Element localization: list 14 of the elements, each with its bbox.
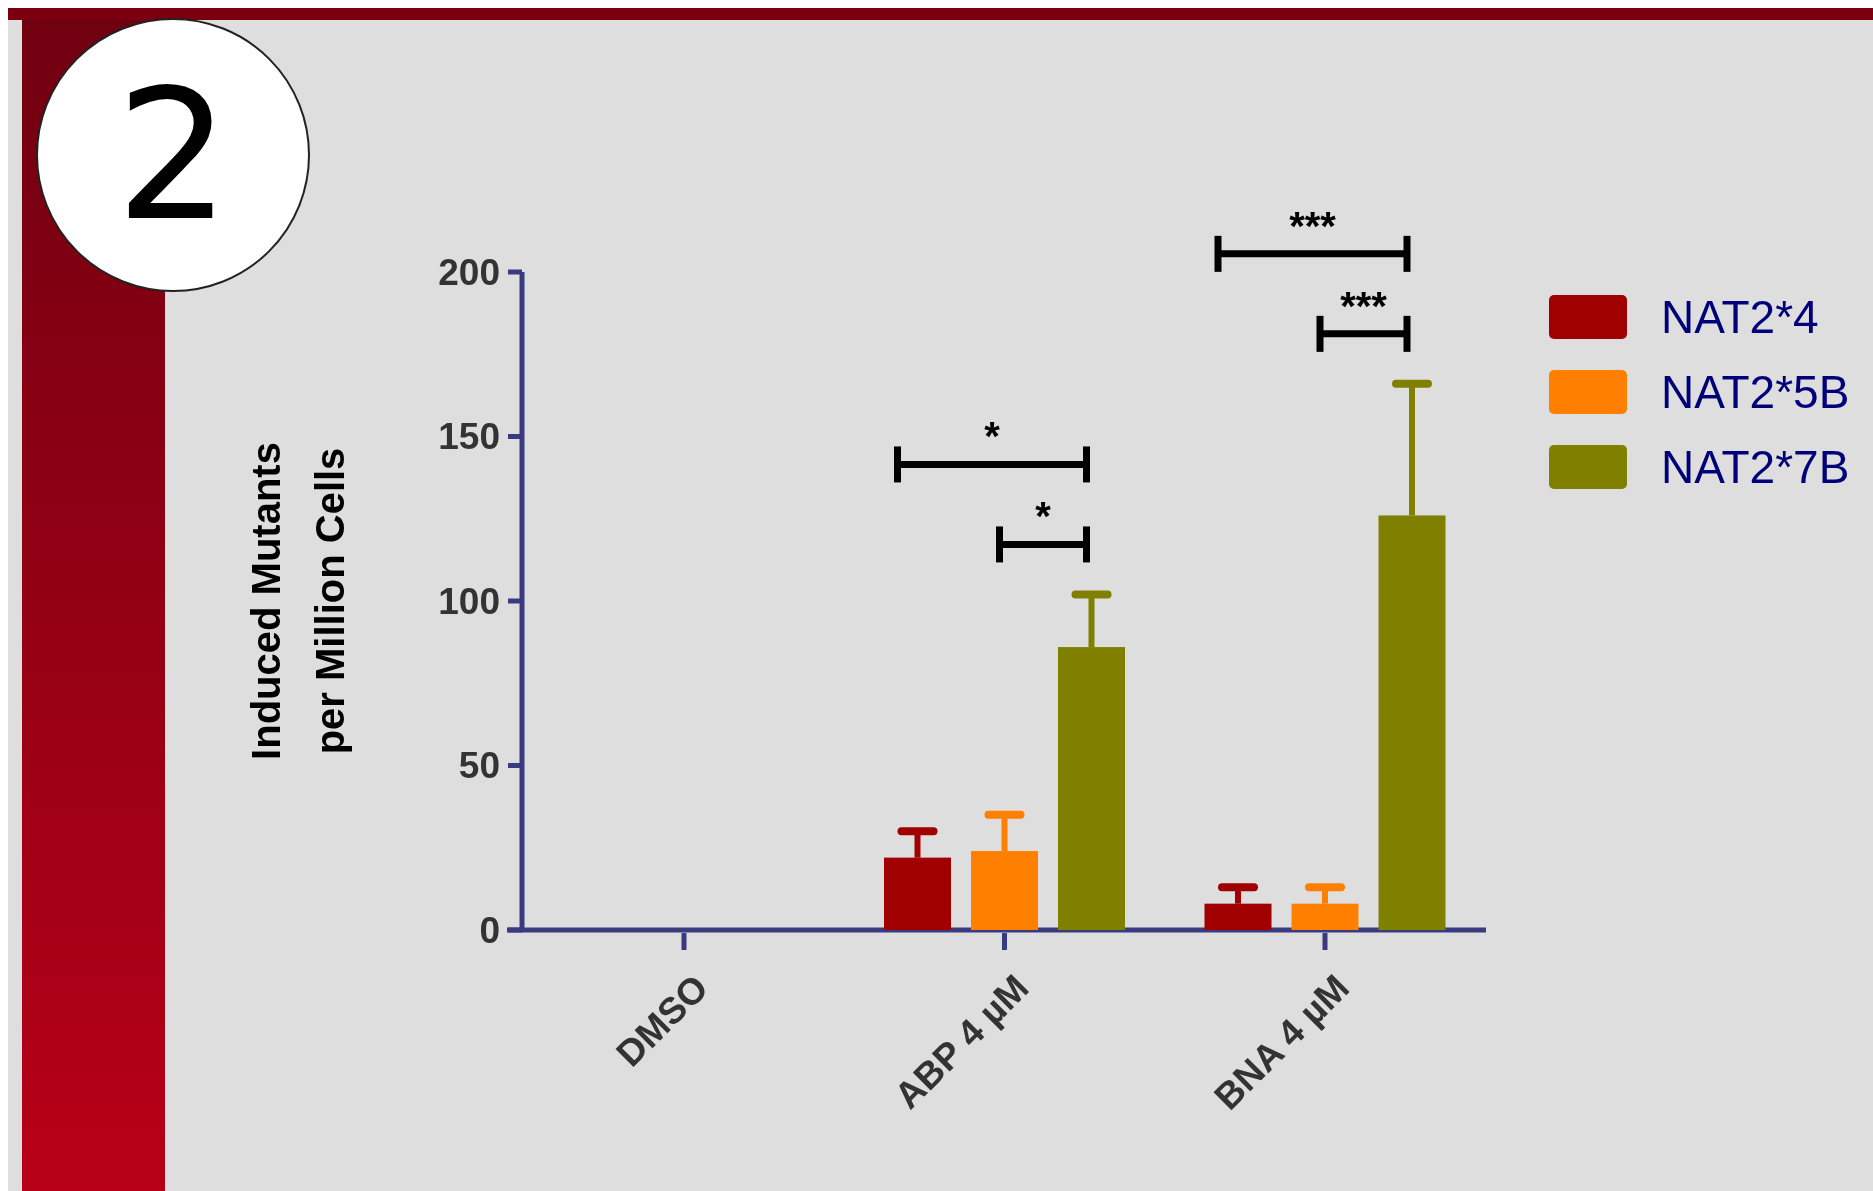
annotation: * xyxy=(1035,494,1052,539)
y-tick-label: 50 xyxy=(458,745,500,787)
legend-label: NAT2*5B xyxy=(1661,366,1850,419)
y-tick-label: 150 xyxy=(438,416,500,458)
legend-label: NAT2*4 xyxy=(1661,291,1819,344)
y-tick-label: 100 xyxy=(438,580,500,622)
text: *** xyxy=(1289,203,1337,248)
y-tick-label: 0 xyxy=(479,909,500,951)
annotation: * xyxy=(984,414,1001,459)
y-axis-title: Induced Mutants per Million Cells xyxy=(244,442,352,760)
legend-label: NAT2*7B xyxy=(1661,441,1850,494)
y-tick-label: 200 xyxy=(438,251,500,293)
text: 2 xyxy=(115,51,231,260)
annotation: *** xyxy=(1340,283,1388,328)
